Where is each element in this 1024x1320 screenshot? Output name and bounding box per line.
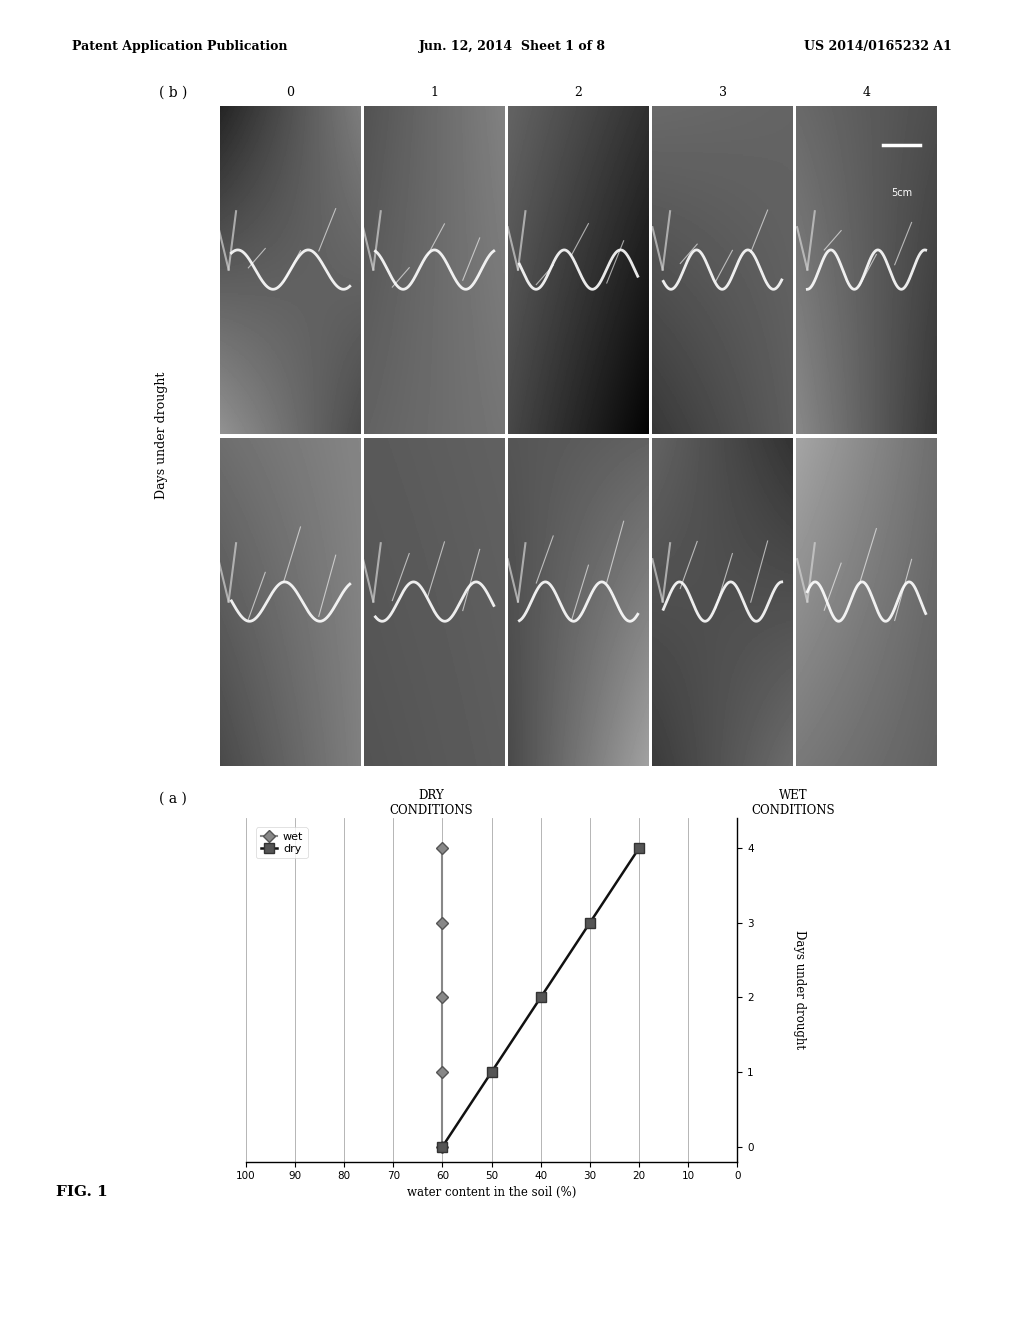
Text: 3: 3 xyxy=(719,86,727,99)
Text: 0: 0 xyxy=(287,86,295,99)
wet xyxy=(436,1064,449,1080)
Line: dry: dry xyxy=(437,843,644,1151)
Line: wet: wet xyxy=(438,843,446,1151)
Text: US 2014/0165232 A1: US 2014/0165232 A1 xyxy=(805,40,952,53)
Text: 1: 1 xyxy=(430,86,438,99)
dry xyxy=(535,990,547,1006)
wet xyxy=(436,1139,449,1155)
Text: ( a ): ( a ) xyxy=(159,792,186,807)
wet xyxy=(436,990,449,1006)
Y-axis label: Days under drought: Days under drought xyxy=(794,931,807,1049)
Text: DRY
CONDITIONS: DRY CONDITIONS xyxy=(390,789,473,817)
wet xyxy=(436,915,449,931)
Text: FIG. 1: FIG. 1 xyxy=(56,1184,109,1199)
Text: Days under drought: Days under drought xyxy=(156,372,168,499)
Legend: wet, dry: wet, dry xyxy=(256,828,308,858)
Text: ( b ): ( b ) xyxy=(159,86,187,100)
Text: WET
CONDITIONS: WET CONDITIONS xyxy=(752,789,835,817)
X-axis label: water content in the soil (%): water content in the soil (%) xyxy=(407,1185,577,1199)
dry xyxy=(436,1139,449,1155)
Text: Patent Application Publication: Patent Application Publication xyxy=(72,40,287,53)
Text: 2: 2 xyxy=(574,86,583,99)
Text: 4: 4 xyxy=(862,86,870,99)
wet xyxy=(436,841,449,857)
Text: Jun. 12, 2014  Sheet 1 of 8: Jun. 12, 2014 Sheet 1 of 8 xyxy=(419,40,605,53)
Text: 5cm: 5cm xyxy=(891,187,912,198)
dry xyxy=(584,915,596,931)
dry xyxy=(633,841,645,857)
dry xyxy=(485,1064,498,1080)
